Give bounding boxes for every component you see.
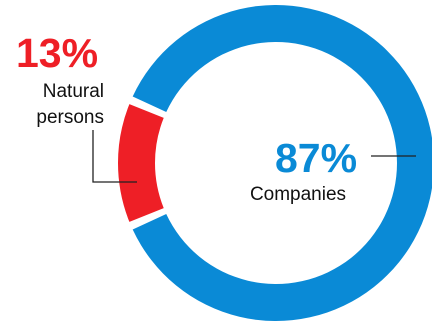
slice-natural-persons [118,104,164,222]
slice-label-companies: Companies [250,184,346,205]
slice-label-natural-persons-line1: Natural [43,81,104,102]
slice-value-companies: 87% [275,135,357,181]
slice-value-natural-persons: 13% [16,30,98,76]
leader-line-natural-persons [92,130,137,183]
donut-slices [118,5,432,321]
slice-label-natural-persons-line2: persons [36,107,104,128]
